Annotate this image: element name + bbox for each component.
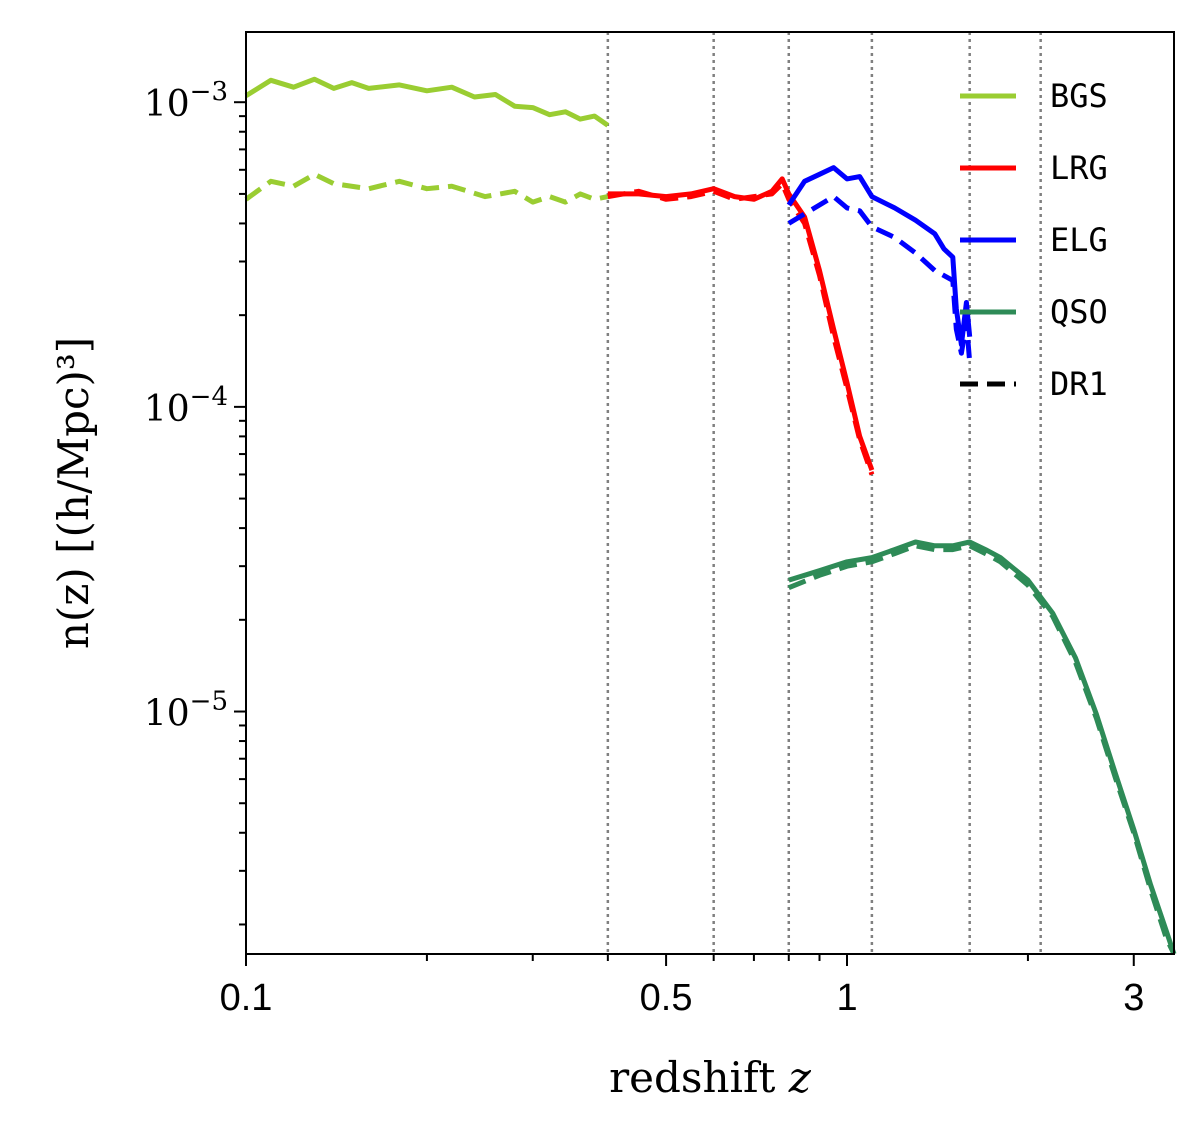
- y-tick-label: 10−3: [144, 77, 228, 125]
- x-axis-label: redshift z: [609, 1053, 812, 1102]
- x-axis-ticks: 0.1 0.5 1 3: [220, 954, 1144, 1019]
- series-line-elg-dashed: [787, 194, 973, 363]
- legend-label-dr1: DR1: [1050, 365, 1108, 403]
- x-tick-label: 0.5: [640, 977, 693, 1019]
- x-tick-label: 3: [1123, 977, 1144, 1019]
- series-line-bgs-dashed: [244, 171, 609, 205]
- legend-label-qso: QSO: [1050, 293, 1108, 331]
- legend-label-bgs: BGS: [1050, 77, 1108, 115]
- y-tick-label: 10−5: [144, 687, 228, 735]
- legend-label-elg: ELG: [1050, 221, 1108, 259]
- series-line-elg-solid: [786, 165, 973, 348]
- plot-frame: [245, 31, 1175, 955]
- legend-label-lrg: LRG: [1050, 149, 1108, 187]
- x-tick-label: 0.1: [220, 977, 273, 1019]
- legend: BGS LRG ELG QSO DR1: [960, 77, 1108, 403]
- series-line-lrg-dashed: [607, 181, 875, 476]
- series-line-bgs-solid: [244, 76, 610, 128]
- plot-area: [246, 32, 1174, 954]
- y-tick-label: 10−4: [144, 382, 228, 430]
- x-tick-label: 1: [836, 977, 857, 1019]
- y-axis-ticks: 10−5 10−4 10−3: [144, 77, 246, 926]
- series-line-qso-dashed: [787, 543, 1177, 956]
- y-axis-label: n(z) [(h/Mpc)³]: [49, 337, 98, 649]
- series-layer: [244, 76, 1177, 956]
